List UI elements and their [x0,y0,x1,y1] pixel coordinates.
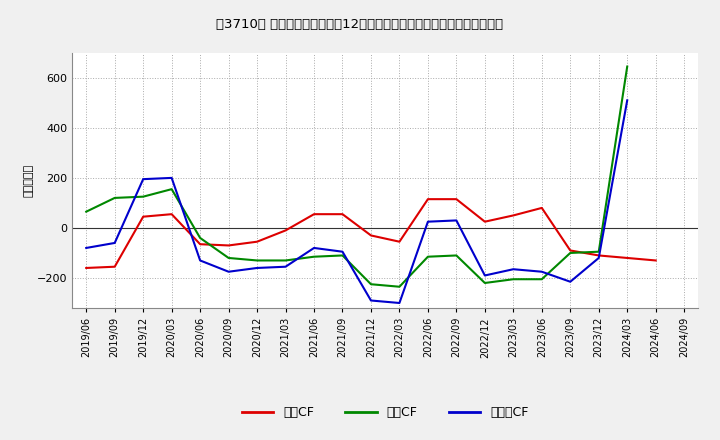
Y-axis label: （百万円）: （百万円） [24,164,34,197]
Legend: 営業CF, 投賃CF, フリーCF: 営業CF, 投賃CF, フリーCF [237,401,534,424]
Text: ［3710］ キャッシュフローの12か月移動合計の対前年同期増減額の推移: ［3710］ キャッシュフローの12か月移動合計の対前年同期増減額の推移 [217,18,503,31]
